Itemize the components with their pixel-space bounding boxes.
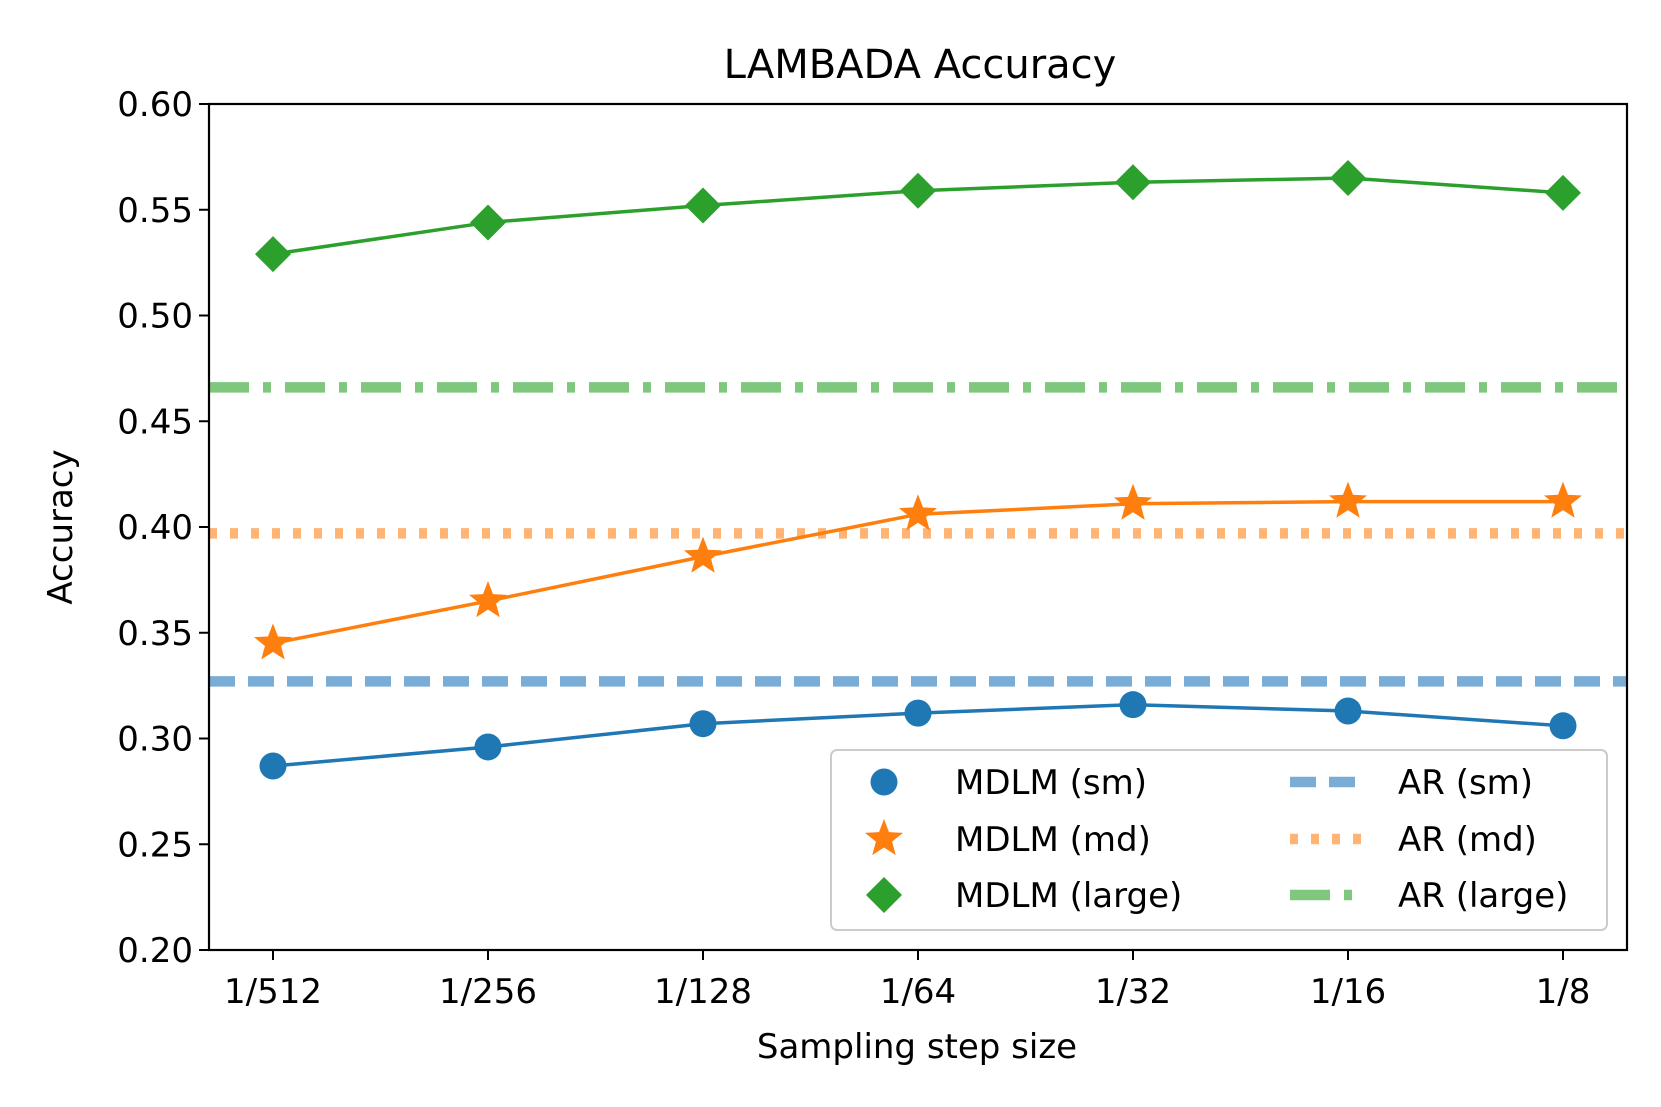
y-tick-label: 0.30 xyxy=(117,720,193,760)
data-point-mdlm-large-6 xyxy=(1545,174,1581,211)
data-point-mdlm-sm-1 xyxy=(474,733,502,761)
data-point-mdlm-md-1 xyxy=(468,581,508,618)
data-point-mdlm-sm-3 xyxy=(904,699,932,727)
data-point-mdlm-large-1 xyxy=(470,204,506,241)
legend-label-ar-md: AR (md) xyxy=(1398,820,1537,860)
x-tick-label: 1/512 xyxy=(224,972,322,1012)
x-tick-label: 1/16 xyxy=(1310,972,1386,1012)
legend-label-ar-large: AR (large) xyxy=(1398,876,1568,916)
legend-box xyxy=(830,749,1608,931)
y-tick-label: 0.35 xyxy=(117,614,193,654)
legend-marker-mdlm-large xyxy=(866,877,902,913)
y-tick-label: 0.60 xyxy=(117,85,193,125)
x-tick-label: 1/256 xyxy=(439,972,537,1012)
legend-label-ar-sm: AR (sm) xyxy=(1398,763,1533,803)
data-point-mdlm-large-2 xyxy=(685,187,721,224)
data-point-mdlm-large-4 xyxy=(1115,164,1151,201)
y-tick-label: 0.20 xyxy=(117,931,193,971)
reference-lines xyxy=(209,382,1627,687)
y-tick-label: 0.40 xyxy=(117,508,193,548)
series-line-mdlm-md xyxy=(272,499,1563,646)
y-tick-label: 0.55 xyxy=(117,191,193,231)
data-point-mdlm-sm-2 xyxy=(689,710,717,738)
legend-label-mdlm-sm: MDLM (sm) xyxy=(955,763,1147,803)
legend-label-mdlm-md: MDLM (md) xyxy=(955,820,1151,860)
data-point-mdlm-sm-5 xyxy=(1334,697,1362,725)
data-point-mdlm-sm-6 xyxy=(1549,712,1577,740)
y-tick-label: 0.50 xyxy=(117,297,193,337)
data-point-mdlm-sm-0 xyxy=(259,752,287,780)
chart-title: LAMBADA Accuracy xyxy=(724,42,1117,88)
x-tick-label: 1/32 xyxy=(1095,972,1171,1012)
y-tick-label: 0.25 xyxy=(117,825,193,865)
data-point-mdlm-large-3 xyxy=(900,172,936,209)
data-point-mdlm-large-5 xyxy=(1330,160,1366,197)
data-point-mdlm-md-4 xyxy=(1113,483,1153,520)
x-tick-label: 1/128 xyxy=(654,972,752,1012)
legend-marker-mdlm-md xyxy=(864,819,904,856)
y-axis-title: Accuracy xyxy=(41,449,81,604)
y-tick-label: 0.45 xyxy=(117,402,193,442)
data-point-mdlm-md-6 xyxy=(1543,481,1583,518)
x-tick-label: 1/64 xyxy=(880,972,956,1012)
data-point-mdlm-md-3 xyxy=(898,494,938,531)
legend-marker-mdlm-sm xyxy=(870,768,898,796)
data-point-mdlm-md-2 xyxy=(683,536,723,573)
data-point-mdlm-sm-4 xyxy=(1119,691,1147,719)
legend: MDLM (sm) MDLM (md) MDLM (large) AR (sm) AR … xyxy=(830,749,1608,931)
legend-label-mdlm-large: MDLM (large) xyxy=(955,876,1182,916)
data-point-mdlm-md-5 xyxy=(1328,481,1368,518)
x-tick-label: 1/8 xyxy=(1536,972,1591,1012)
x-axis-title: Sampling step size xyxy=(757,1027,1077,1067)
data-point-mdlm-md-0 xyxy=(253,623,293,660)
data-point-mdlm-large-0 xyxy=(255,236,291,273)
plot-area: 0.20 0.25 0.30 0.35 0.40 0.45 0.50 0.55 0.60 1/51… xyxy=(117,85,1629,1012)
